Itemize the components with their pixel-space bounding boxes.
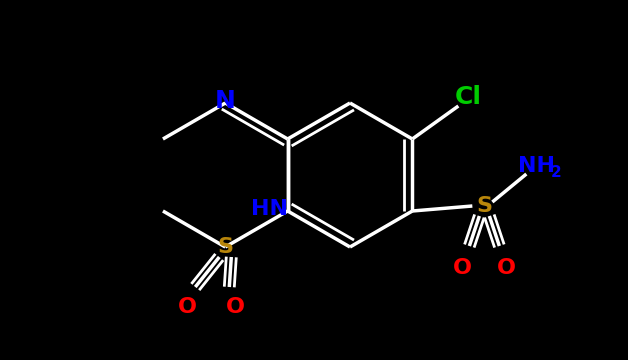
Text: NH: NH — [518, 156, 555, 176]
Text: O: O — [497, 258, 516, 278]
Text: HN: HN — [251, 199, 288, 219]
Text: S: S — [217, 237, 233, 257]
Text: O: O — [453, 258, 472, 278]
Text: S: S — [477, 196, 492, 216]
Text: N: N — [215, 89, 236, 113]
Text: 2: 2 — [551, 165, 561, 180]
Text: O: O — [226, 297, 245, 317]
Text: Cl: Cl — [455, 85, 482, 109]
Text: O: O — [178, 297, 197, 317]
